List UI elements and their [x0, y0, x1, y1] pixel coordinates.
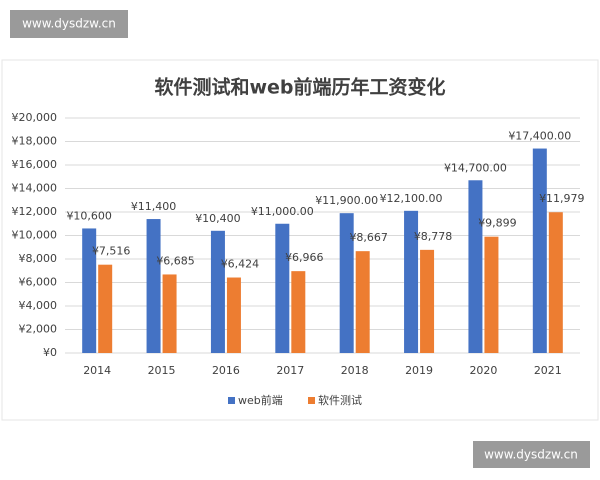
- data-label: ¥8,667: [349, 231, 388, 244]
- y-tick-label: ¥20,000: [12, 111, 58, 124]
- data-label: ¥11,979: [539, 192, 585, 205]
- data-label: ¥6,685: [156, 254, 195, 267]
- data-label: ¥11,900.00: [315, 194, 378, 207]
- chart-title: 软件测试和web前端历年工资变化: [154, 76, 445, 99]
- watermark: www.dysdzw.cn: [484, 448, 578, 462]
- y-tick-label: ¥4,000: [19, 299, 58, 312]
- y-tick-label: ¥14,000: [12, 182, 58, 195]
- y-tick-label: ¥16,000: [12, 158, 58, 171]
- bar: [404, 210, 419, 353]
- x-tick-label: 2016: [212, 364, 240, 377]
- data-label: ¥6,424: [221, 258, 260, 271]
- data-label: ¥11,400: [131, 200, 177, 213]
- watermark-box: [473, 441, 590, 468]
- bar: [339, 213, 354, 353]
- legend-label: 软件测试: [318, 393, 362, 407]
- bar: [275, 223, 290, 353]
- data-label: ¥7,516: [92, 245, 131, 258]
- watermark-box: [10, 10, 128, 38]
- bar: [468, 180, 483, 353]
- chart-frame: [1, 59, 599, 421]
- data-label: ¥17,400.00: [508, 130, 571, 143]
- data-label: ¥11,000.00: [251, 205, 314, 218]
- data-label: ¥9,899: [478, 217, 517, 230]
- legend-swatch: [228, 397, 235, 404]
- data-label: ¥14,700.00: [444, 161, 507, 174]
- data-label: ¥10,400: [195, 212, 241, 225]
- x-tick-label: 2018: [341, 364, 369, 377]
- y-tick-label: ¥2,000: [19, 323, 58, 336]
- y-tick-label: ¥8,000: [19, 252, 58, 265]
- bar: [420, 249, 435, 353]
- data-label: ¥10,600: [66, 209, 112, 222]
- data-label: ¥12,100.00: [380, 192, 443, 205]
- x-tick-label: 2017: [276, 364, 304, 377]
- bar: [210, 230, 225, 353]
- x-tick-label: 2021: [534, 364, 562, 377]
- data-label: ¥6,966: [285, 251, 324, 264]
- bar: [355, 251, 370, 353]
- bar: [291, 271, 306, 353]
- legend-label: web前端: [238, 393, 283, 407]
- bar: [226, 277, 241, 353]
- bar: [532, 148, 547, 353]
- x-tick-label: 2014: [83, 364, 111, 377]
- x-tick-label: 2015: [148, 364, 176, 377]
- watermark: www.dysdzw.cn: [22, 17, 116, 31]
- bar: [548, 212, 563, 353]
- y-tick-label: ¥10,000: [12, 229, 58, 242]
- bar: [98, 264, 113, 353]
- bar: [484, 236, 499, 353]
- y-tick-label: ¥12,000: [12, 205, 58, 218]
- y-tick-label: ¥6,000: [19, 276, 58, 289]
- bar: [146, 219, 161, 353]
- x-tick-label: 2020: [469, 364, 497, 377]
- y-tick-label: ¥18,000: [12, 135, 58, 148]
- data-label: ¥8,778: [414, 230, 453, 243]
- x-tick-label: 2019: [405, 364, 433, 377]
- bar: [162, 274, 177, 353]
- bar: [82, 228, 97, 353]
- legend-swatch: [308, 397, 315, 404]
- y-tick-label: ¥0: [43, 346, 57, 359]
